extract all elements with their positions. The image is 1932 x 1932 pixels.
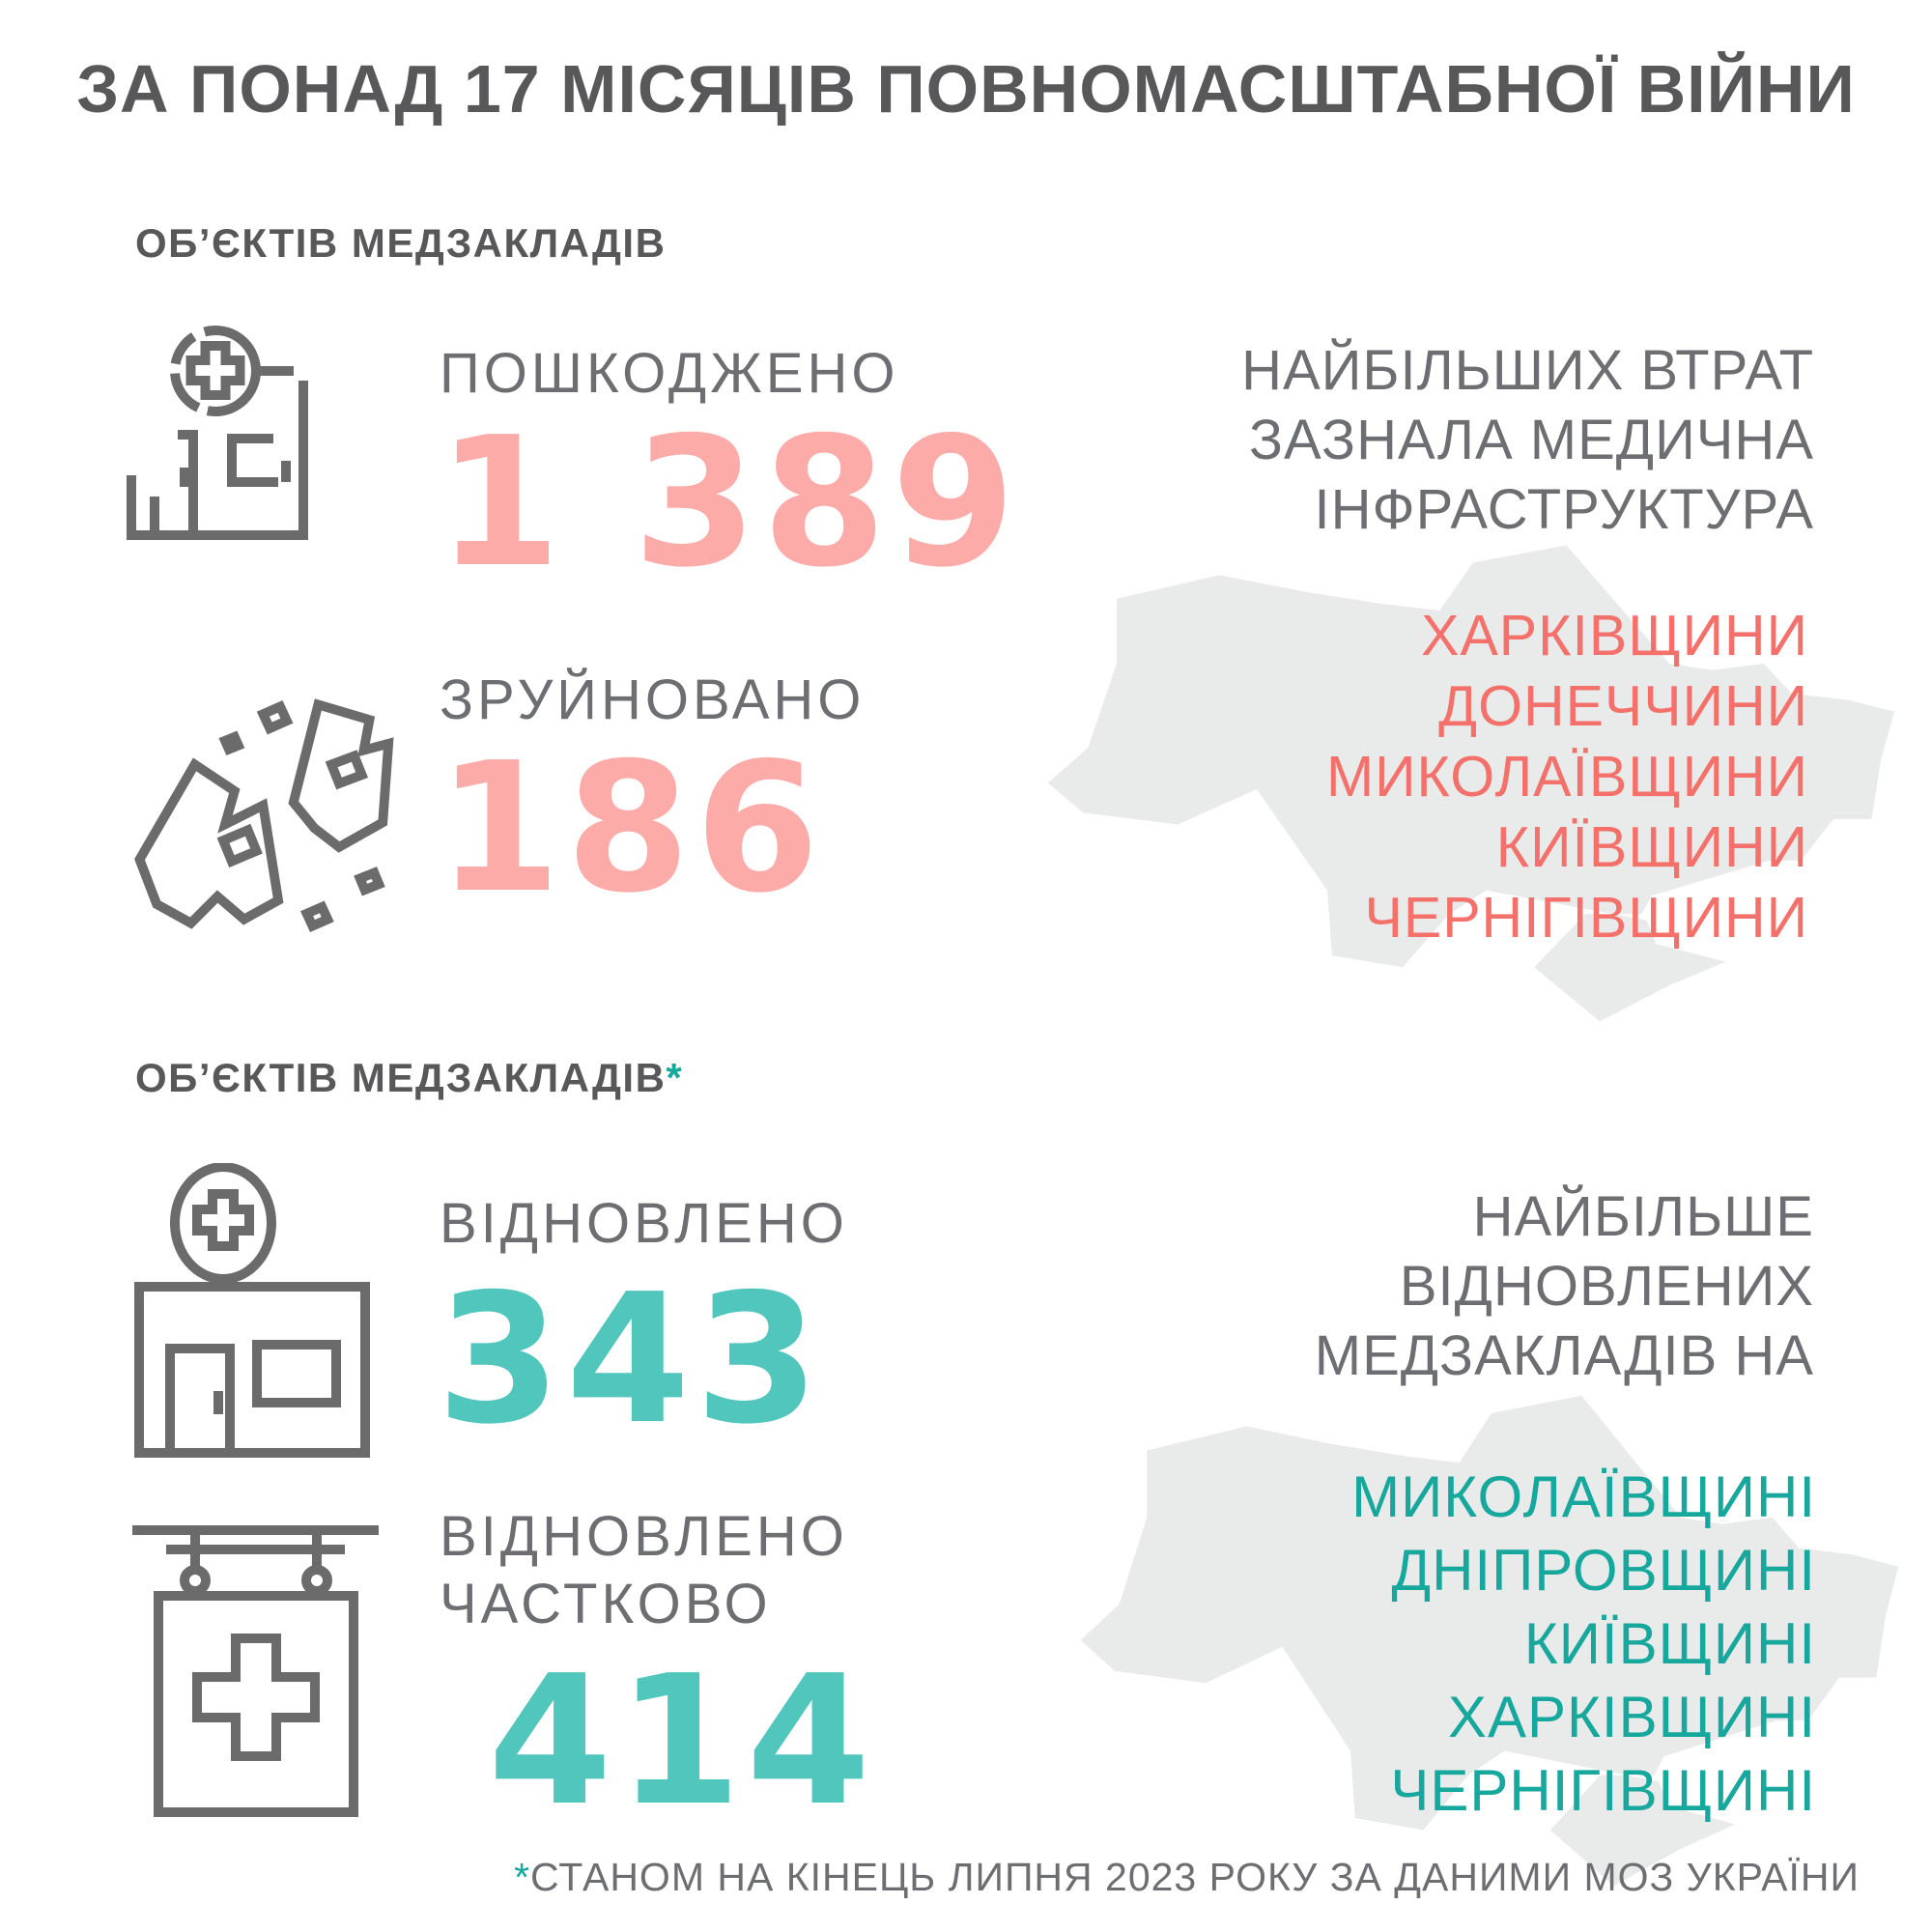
losses-region-item: КИЇВЩИНИ (1495, 815, 1808, 879)
losses-aside-line: ІНФРАСТРУКТУРА (1314, 478, 1814, 541)
losses-region-item: МИКОЛАЇВЩИНИ (1325, 745, 1808, 809)
losses-region-list: ХАРКІВЩИНИ ДОНЕЧЧИНИ МИКОЛАЇВЩИНИ КИЇВЩИ… (1326, 601, 1808, 953)
restored-aside-line: МЕДЗАКЛАДІВ НА (1314, 1324, 1814, 1387)
losses-aside-line: ЗАЗНАЛА МЕДИЧНА (1248, 409, 1814, 471)
footnote-text: СТАНОМ НА КІНЕЦЬ ЛИПНЯ 2023 РОКУ ЗА ДАНИ… (530, 1855, 1860, 1899)
destroyed-count: 186 (437, 724, 825, 932)
footnote: *СТАНОМ НА КІНЕЦЬ ЛИПНЯ 2023 РОКУ ЗА ДАН… (514, 1855, 1860, 1900)
section-restored-asterisk: * (666, 1055, 684, 1100)
damaged-hospital-search-icon (124, 321, 355, 553)
restored-aside-line: НАЙБІЛЬШЕ (1472, 1185, 1814, 1248)
losses-aside-line: НАЙБІЛЬШИХ ВТРАТ (1241, 339, 1814, 402)
losses-region-item: ЧЕРНІГІВЩИНИ (1364, 886, 1808, 950)
restored-count: 343 (437, 1255, 825, 1463)
restored-hospital-icon (131, 1163, 373, 1464)
partially-restored-label-line: ЧАСТКОВО (440, 1573, 772, 1635)
restored-region-item: ХАРКІВЩИНІ (1447, 1685, 1816, 1749)
partially-restored-count: 414 (488, 1636, 876, 1845)
footnote-asterisk: * (514, 1855, 531, 1899)
restored-region-item: ДНІПРОВЩИНІ (1391, 1538, 1816, 1603)
destroyed-building-icon (111, 665, 396, 964)
restored-aside-text: НАЙБІЛЬШЕ ВІДНОВЛЕНИХ МЕДЗАКЛАДІВ НА (1315, 1182, 1814, 1391)
restored-region-item: ЧЕРНІГІВЩИНІ (1390, 1758, 1816, 1823)
damaged-stat-label: ПОШКОДЖЕНО (440, 342, 899, 405)
restored-aside-line: ВІДНОВЛЕНИХ (1399, 1255, 1814, 1318)
partially-restored-sign-icon (128, 1513, 384, 1827)
restored-region-item: КИЇВЩИНІ (1523, 1611, 1816, 1676)
ukraine-map-losses (1041, 539, 1899, 1027)
losses-aside-text: НАЙБІЛЬШИХ ВТРАТ ЗАЗНАЛА МЕДИЧНА ІНФРАСТ… (1241, 336, 1814, 545)
losses-region-item: ДОНЕЧЧИНИ (1438, 674, 1808, 738)
section-restored-label: ОБ’ЄКТІВ МЕДЗАКЛАДІВ* (135, 1055, 683, 1101)
page-title: ЗА ПОНАД 17 МІСЯЦІВ ПОВНОМАСШТАБНОЇ ВІЙН… (76, 51, 1856, 127)
section-restored-label-text: ОБ’ЄКТІВ МЕДЗАКЛАДІВ (135, 1055, 667, 1100)
damaged-count: 1 389 (437, 398, 1021, 607)
restored-region-item: МИКОЛАЇВЩИНІ (1351, 1464, 1816, 1529)
destroyed-stat-label: ЗРУЙНОВАНО (440, 668, 866, 731)
ukraine-map-restored (1074, 1389, 1903, 1891)
restored-stat-label: ВІДНОВЛЕНО (440, 1192, 848, 1255)
losses-region-item: ХАРКІВЩИНИ (1421, 604, 1808, 668)
section-damaged-label: ОБ’ЄКТІВ МЕДЗАКЛАДІВ (135, 220, 666, 267)
partially-restored-label-line: ВІДНОВЛЕНО (440, 1505, 848, 1568)
partially-restored-stat-label: ВІДНОВЛЕНО ЧАСТКОВО (440, 1503, 848, 1638)
section-damaged-label-text: ОБ’ЄКТІВ МЕДЗАКЛАДІВ (135, 220, 667, 266)
restored-region-list: МИКОЛАЇВЩИНІ ДНІПРОВЩИНІ КИЇВЩИНІ ХАРКІВ… (1351, 1461, 1816, 1828)
